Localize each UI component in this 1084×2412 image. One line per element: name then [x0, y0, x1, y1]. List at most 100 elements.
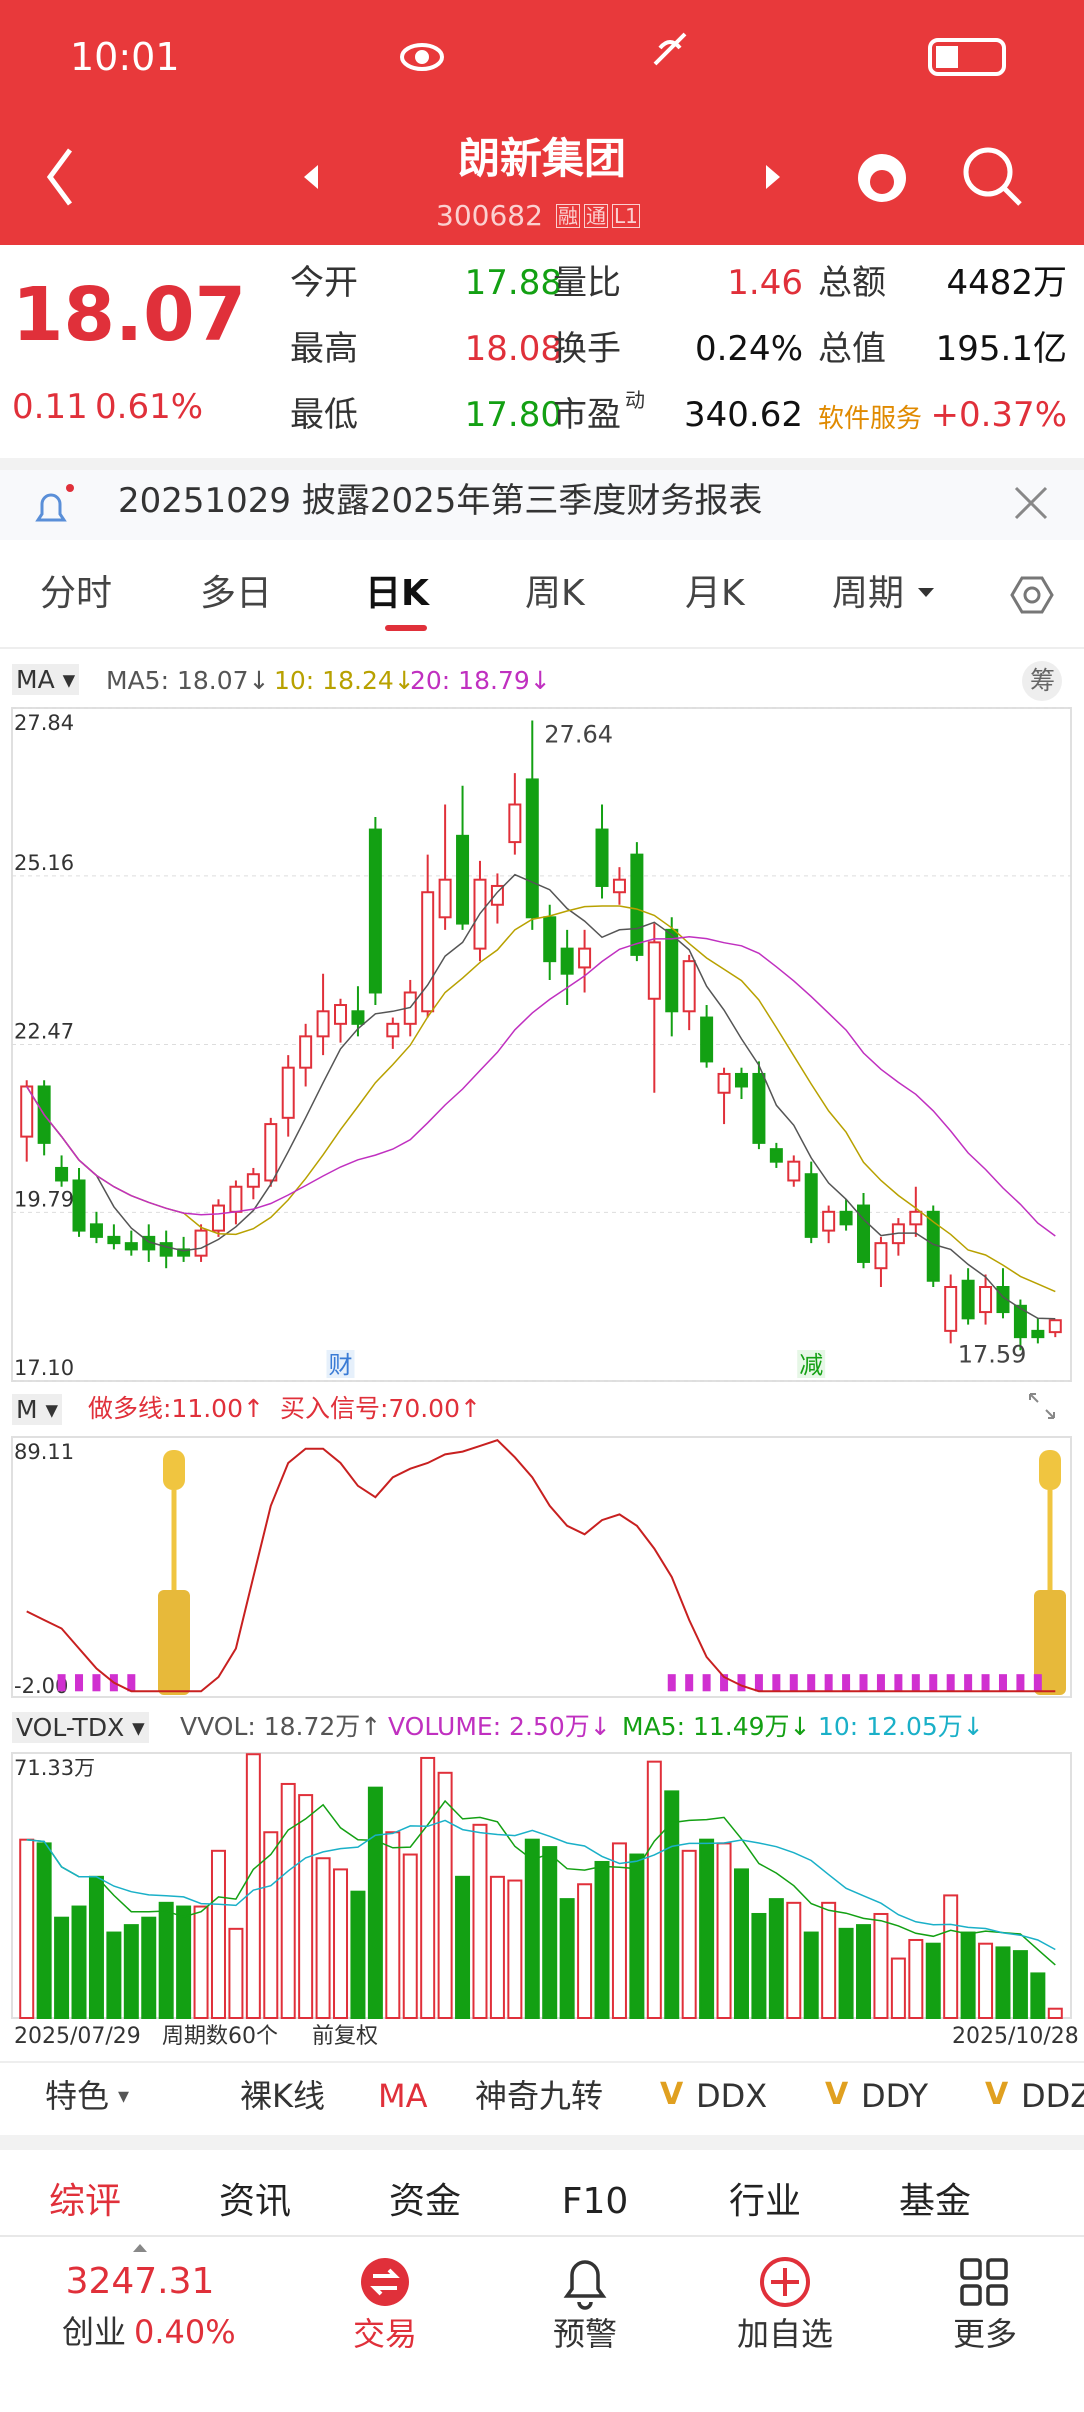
volume-bar	[838, 1927, 854, 2019]
volume-bar	[280, 1782, 296, 2020]
section-tab[interactable]: 资讯	[218, 2181, 291, 2222]
section-tab[interactable]: 综评	[48, 2181, 121, 2222]
notice-bg	[0, 470, 1084, 540]
feature[interactable]: 裸K线	[240, 2077, 325, 2115]
ma-selector[interactable]: MA ▾	[12, 664, 80, 695]
tab[interactable]: 分时	[40, 573, 113, 614]
search-button[interactable]	[963, 147, 1022, 206]
next-stock[interactable]	[766, 165, 780, 189]
volume-bar	[437, 1771, 453, 2020]
candle-body	[543, 916, 557, 963]
volume-bar	[629, 1853, 645, 2019]
feature[interactable]: DDZ	[1021, 2077, 1084, 2115]
close-notice[interactable]	[1014, 486, 1048, 520]
alert-icon[interactable]	[563, 2260, 607, 2310]
candle-body	[159, 1242, 173, 1257]
field-label: 总额	[818, 263, 886, 303]
m-line	[26, 1439, 1056, 1693]
more-icon[interactable]	[960, 2258, 1008, 2306]
chip-button-bg[interactable]	[1022, 661, 1062, 701]
candle-body	[822, 1210, 836, 1232]
candle-body	[281, 1066, 295, 1119]
candle-body	[351, 1010, 365, 1025]
vol-legend: VOLUME: 2.50万↓	[388, 1712, 611, 1741]
volume-bar	[367, 1786, 383, 2019]
candle-body	[734, 1072, 748, 1088]
candle-body	[839, 1210, 853, 1226]
chip-button[interactable]: 筹	[1030, 666, 1056, 695]
candle-body	[560, 947, 574, 975]
event-marker: 减	[799, 1351, 823, 1379]
section-tab[interactable]: 资金	[388, 2181, 461, 2222]
tab[interactable]: 多日	[200, 573, 273, 614]
candle-body	[1048, 1319, 1062, 1334]
feature[interactable]: 特色	[45, 2077, 110, 2115]
feature[interactable]: DDY	[861, 2077, 929, 2115]
notice-text[interactable]: 20251029 披露2025年第三季度财务报表	[118, 481, 763, 521]
trade-icon[interactable]	[361, 2258, 409, 2306]
signal-bar	[702, 1674, 711, 1692]
vol-selector[interactable]: VOL-TDX ▾	[12, 1712, 149, 1743]
event-marker: 财	[329, 1351, 353, 1379]
feature[interactable]: 神奇九转	[475, 2077, 604, 2115]
back-button[interactable]	[46, 148, 73, 206]
tab[interactable]: 日K	[365, 573, 429, 614]
section-tab[interactable]: F10	[561, 2181, 629, 2222]
nav-item[interactable]: 更多	[952, 2315, 1017, 2353]
field-label-sup: 动	[625, 388, 645, 412]
feature[interactable]: MA	[378, 2077, 428, 2115]
section-tab[interactable]: 行业	[728, 2181, 801, 2222]
y-tick-label: 25.16	[14, 851, 74, 875]
field-label: 换手	[553, 329, 621, 369]
candle-body	[647, 941, 661, 1000]
vol-legend: MA5: 11.49万↓	[622, 1712, 811, 1741]
expand-button[interactable]	[1029, 1393, 1055, 1419]
candle-body	[334, 1004, 348, 1025]
candle-body	[857, 1204, 871, 1263]
volume-bar	[123, 1924, 139, 2019]
field-label: 今开	[290, 263, 358, 303]
candle-body	[804, 1173, 818, 1238]
nav-item[interactable]: 交易	[352, 2315, 417, 2353]
index-pct: 0.40%	[134, 2313, 236, 2351]
field-value: 340.62	[684, 395, 803, 435]
field-value: 1.46	[727, 263, 803, 303]
axis-period: 周期数60个	[162, 2024, 278, 2049]
signal-bar	[842, 1674, 851, 1692]
settings-button[interactable]	[1010, 576, 1054, 614]
signal-bar	[807, 1674, 816, 1692]
tab-underline	[385, 625, 427, 631]
nav-item[interactable]: 预警	[552, 2315, 617, 2353]
m-selector[interactable]: M ▾	[12, 1394, 63, 1425]
vol-legend: 10: 12.05万↓	[818, 1712, 984, 1741]
candle-body	[630, 853, 644, 956]
feature[interactable]: DDX	[696, 2077, 768, 2115]
field-label: 市盈	[553, 395, 621, 435]
mascot-button[interactable]	[858, 154, 906, 202]
volume-bar	[193, 1905, 209, 2019]
tab[interactable]: 周K	[525, 573, 585, 614]
prev-stock[interactable]	[304, 165, 318, 189]
field-label: 最低	[290, 395, 358, 435]
divider	[0, 458, 1084, 470]
nav-item[interactable]: 加自选	[736, 2315, 833, 2353]
section-tab[interactable]: 基金	[898, 2181, 971, 2222]
chart-frames	[11, 707, 1072, 2019]
signal-bar	[92, 1674, 101, 1692]
candle-body	[578, 947, 592, 969]
index-arrow	[133, 2244, 147, 2252]
signal-bar	[894, 1674, 903, 1692]
add-watch-icon[interactable]	[760, 2257, 810, 2307]
tab[interactable]: 周期	[832, 573, 905, 614]
field-value: 17.80	[464, 395, 562, 435]
volume-bar	[611, 1842, 627, 2019]
tab[interactable]: 月K	[685, 573, 745, 614]
index-name: 创业	[62, 2313, 127, 2351]
bell-icon	[35, 484, 74, 522]
volume-bar	[106, 1931, 122, 2020]
volume-bar	[472, 1823, 488, 2019]
field-value: 0.24%	[694, 329, 803, 369]
candle-body	[229, 1185, 243, 1213]
field-label: 最高	[290, 329, 358, 369]
